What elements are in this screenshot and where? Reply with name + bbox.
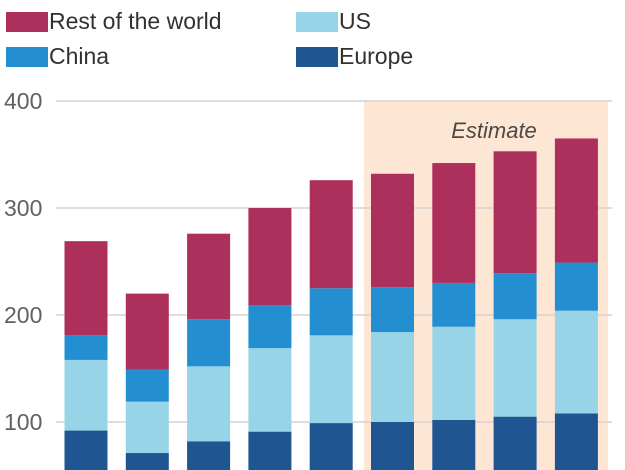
bar-us-7: [493, 319, 537, 417]
bar-us-6: [432, 326, 476, 420]
y-tick-label-400: 400: [4, 88, 42, 114]
bar-us-8: [554, 310, 598, 414]
bar-rest-of-the-world-4: [309, 180, 353, 289]
bar-europe-7: [493, 416, 537, 470]
legend-label-china: China: [49, 43, 110, 69]
bar-us-4: [309, 335, 353, 424]
bar-us-3: [248, 348, 292, 432]
bar-europe-6: [432, 419, 476, 470]
y-tick-label-200: 200: [4, 302, 42, 328]
bar-china-8: [554, 262, 598, 311]
bar-us-2: [187, 366, 231, 442]
legend-label-us: US: [339, 8, 371, 34]
bar-europe-8: [554, 413, 598, 470]
bar-rest-of-the-world-7: [493, 151, 537, 274]
bar-us-0: [64, 359, 108, 431]
legend-label-rest-of-world: Rest of the world: [49, 8, 222, 34]
y-tick-label-300: 300: [4, 195, 42, 221]
bar-china-2: [187, 319, 231, 367]
bar-rest-of-the-world-2: [187, 233, 231, 320]
bar-china-0: [64, 335, 108, 360]
bar-europe-5: [371, 422, 414, 470]
bar-china-4: [309, 288, 353, 336]
bar-china-6: [432, 282, 476, 327]
legend-label-europe: Europe: [339, 43, 414, 69]
bar-europe-3: [248, 431, 292, 470]
bar-rest-of-the-world-8: [554, 138, 598, 263]
legend-swatch-china: [6, 46, 48, 67]
bar-europe-4: [309, 423, 353, 470]
legend-item-rest-of-world: Rest of the world: [6, 10, 222, 33]
bar-rest-of-the-world-0: [64, 241, 108, 336]
estimate-label: Estimate: [451, 118, 537, 143]
bar-us-1: [125, 401, 169, 454]
legend-item-europe: Europe: [296, 45, 413, 68]
chart-legend: Rest of the world US China Europe: [0, 0, 625, 80]
legend-swatch-rest-of-world: [6, 11, 48, 32]
bar-china-1: [125, 369, 169, 402]
bar-europe-2: [187, 441, 231, 470]
bar-china-3: [248, 305, 292, 349]
bar-china-5: [371, 287, 414, 333]
bar-rest-of-the-world-5: [371, 173, 414, 288]
bar-rest-of-the-world-6: [432, 163, 476, 283]
legend-swatch-us: [296, 11, 338, 32]
legend-item-china: China: [6, 45, 109, 68]
y-tick-label-100: 100: [4, 409, 42, 435]
bar-rest-of-the-world-1: [125, 293, 169, 370]
bar-rest-of-the-world-3: [248, 208, 292, 306]
legend-swatch-europe: [296, 46, 338, 67]
bar-us-5: [371, 332, 414, 422]
legend-item-us: US: [296, 10, 371, 33]
bar-europe-0: [64, 430, 108, 470]
bar-china-7: [493, 273, 537, 320]
bar-europe-1: [125, 453, 169, 470]
